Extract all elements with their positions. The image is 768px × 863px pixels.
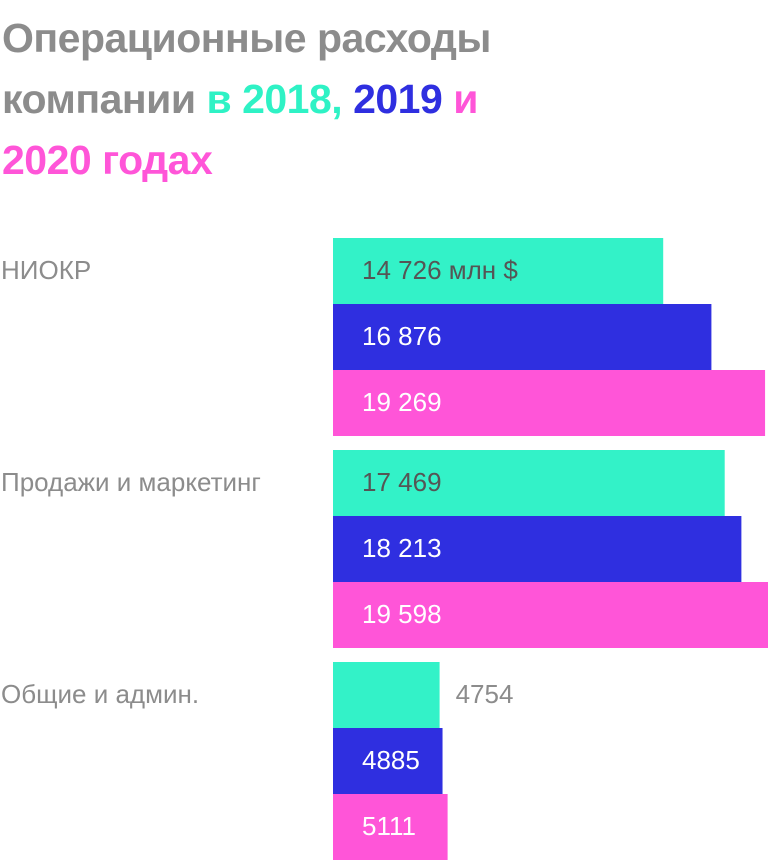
- bar: [333, 582, 768, 648]
- value-label: 19 598: [362, 599, 442, 629]
- category-label: Общие и админ.: [1, 679, 199, 709]
- bar: [333, 238, 664, 304]
- chart-title: Операционные расходы компании в 2018, 20…: [2, 8, 562, 191]
- bar: [333, 662, 440, 728]
- value-label: 18 213: [362, 533, 442, 563]
- bar: [333, 516, 742, 582]
- title-part: в 2018,: [206, 76, 343, 122]
- category-label: НИОКР: [1, 255, 91, 285]
- bar: [333, 794, 448, 860]
- title-part: Операционные расходы компании: [2, 15, 491, 122]
- category-label: Продажи и маркетинг: [1, 467, 261, 497]
- title-part: 2019: [353, 76, 443, 122]
- bar: [333, 304, 712, 370]
- value-label: 19 269: [362, 387, 442, 417]
- title-part: и 2020 годах: [2, 76, 478, 183]
- bar: [333, 370, 766, 436]
- value-label: 4754: [456, 679, 514, 709]
- value-label: 17 469: [362, 467, 442, 497]
- value-label: 4885: [362, 745, 420, 775]
- bar: [333, 728, 443, 794]
- bar: [333, 450, 725, 516]
- value-label: 16 876: [362, 321, 442, 351]
- value-label: 5111: [362, 811, 416, 841]
- value-label: 14 726 млн $: [362, 255, 518, 285]
